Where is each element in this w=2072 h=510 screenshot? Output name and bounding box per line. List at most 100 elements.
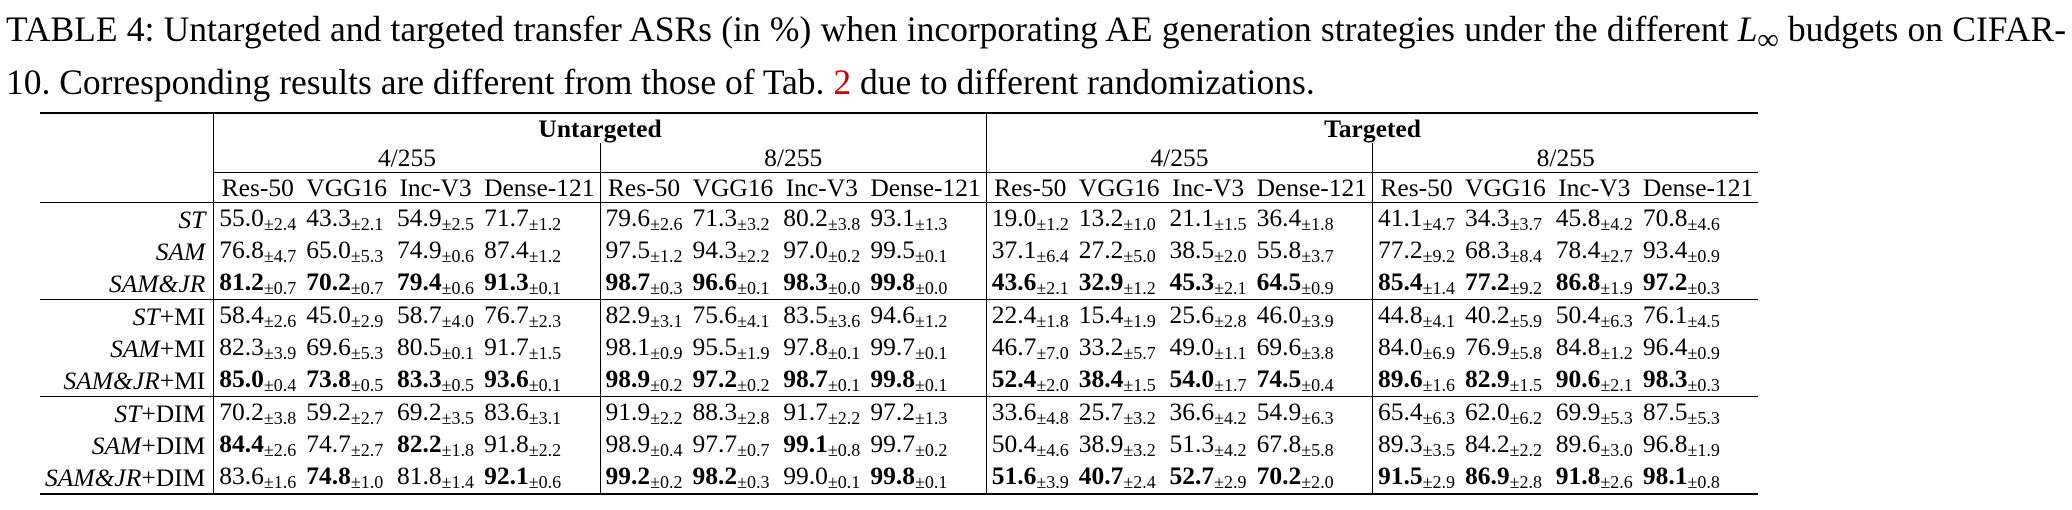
- cell-std: ±2.4: [1123, 472, 1156, 492]
- cell-std: ±0.8: [1687, 472, 1720, 492]
- table-cell: 71.3±3.2: [687, 202, 779, 235]
- table-cell: 95.5±1.9: [688, 332, 779, 364]
- cell-value: 68.3: [1465, 235, 1510, 264]
- cell-value: 69.6: [306, 332, 351, 361]
- cell-std: ±0.2: [650, 375, 683, 395]
- cell-value: 89.6: [1378, 364, 1423, 393]
- table-cell: 78.4±2.7: [1551, 235, 1638, 267]
- method-label: SAM&JR: [40, 267, 214, 300]
- table-cell: 99.8±0.1: [865, 461, 987, 495]
- cell-std: ±1.0: [1123, 214, 1156, 234]
- cell-value: 59.2: [306, 397, 351, 426]
- cell-value: 38.9: [1078, 429, 1124, 458]
- cell-std: ±0.9: [1687, 246, 1720, 266]
- method-base: SAM: [110, 333, 160, 363]
- cell-std: ±3.8: [263, 408, 297, 428]
- cell-value: 75.6: [692, 300, 738, 329]
- table-cell: 98.3±0.0: [778, 267, 865, 300]
- table-cell: 58.4±2.6: [213, 299, 302, 332]
- table-cell: 83.6±3.1: [479, 396, 601, 429]
- group-header-targeted: Targeted: [985, 112, 1759, 143]
- cell-value: 96.6: [692, 267, 738, 296]
- caption-text-1: Untargeted and targeted transfer ASRs (i…: [154, 9, 1738, 49]
- table-row: SAM&JR+DIM 83.6±1.6 74.8±1.0 81.8±1.4 92.1±0…: [40, 461, 1759, 495]
- table-cell: 70.2±3.8: [213, 396, 302, 429]
- table-cell: 46.0±3.9: [1251, 299, 1373, 332]
- cell-value: 69.2: [397, 397, 442, 426]
- method-label: SAM: [40, 235, 214, 267]
- cell-std: ±0.6: [441, 246, 475, 266]
- cell-value: 80.5: [397, 332, 442, 361]
- cell-value: 33.6: [991, 397, 1037, 426]
- cell-value: 58.7: [397, 300, 442, 329]
- cell-std: ±6.4: [1036, 246, 1069, 266]
- table-cell: 99.0±0.1: [778, 461, 866, 495]
- cell-std: ±0.0: [914, 278, 948, 298]
- method-label: SAM&JR+MI: [40, 364, 214, 397]
- table-row: SAM&JR 81.2±0.7 70.2±0.7 79.4±0.6 91.3±0.1 98…: [40, 267, 1758, 300]
- cell-value: 93.4: [1642, 235, 1688, 264]
- cell-std: ±3.6: [827, 311, 861, 331]
- table-cell: 64.5±0.9: [1252, 267, 1373, 300]
- table-cell: 40.2±5.9: [1460, 299, 1551, 332]
- cell-value: 82.9: [1465, 364, 1510, 393]
- method-suffix: +DIM: [141, 430, 206, 460]
- cell-value: 70.2: [1256, 461, 1302, 490]
- cell-value: 87.5: [1642, 397, 1688, 426]
- cell-std: ±2.1: [350, 214, 384, 234]
- cell-std: ±3.2: [1123, 440, 1156, 460]
- table-cell: 36.6±4.2: [1164, 396, 1252, 429]
- cell-value: 13.2: [1078, 203, 1124, 232]
- table-cell: 98.1±0.9: [599, 332, 688, 364]
- cell-value: 83.5: [783, 300, 828, 329]
- cell-value: 88.3: [692, 397, 738, 426]
- cell-value: 67.8: [1256, 429, 1302, 458]
- table-cell: 27.2±5.0: [1074, 235, 1165, 267]
- caption-text-2: budgets on CIFAR-10. Corresponding resul…: [6, 9, 2067, 103]
- cell-std: ±2.3: [528, 311, 562, 331]
- cell-value: 33.2: [1078, 332, 1124, 361]
- cell-std: ±1.0: [350, 472, 384, 492]
- cell-std: ±2.6: [263, 440, 297, 460]
- table-cell: 49.0±1.1: [1165, 332, 1252, 364]
- table-cell: 54.0±1.7: [1165, 364, 1252, 397]
- cell-value: 50.4: [991, 429, 1037, 458]
- cell-std: ±2.0: [1036, 375, 1069, 395]
- corner-cell: [40, 143, 214, 173]
- cell-std: ±1.9: [1687, 440, 1720, 460]
- cell-value: 22.4: [991, 300, 1037, 329]
- cell-value: 54.9: [1256, 397, 1302, 426]
- cell-value: 44.8: [1378, 300, 1423, 329]
- table-cell: 41.1±4.7: [1372, 202, 1461, 235]
- cell-std: ±5.7: [1123, 343, 1156, 363]
- results-table-wrapper: Untargeted Targeted 4/255 8/255 4/255 8/…: [40, 112, 2072, 495]
- table-cell: 70.2±2.0: [1251, 461, 1373, 495]
- cell-std: ±4.1: [1422, 311, 1456, 331]
- method-label: SAM+MI: [40, 332, 214, 364]
- cell-value: 93.1: [870, 203, 915, 232]
- column-header-model: Inc-V3: [785, 173, 858, 202]
- cell-value: 41.1: [1378, 203, 1423, 232]
- table-cell: 88.3±2.8: [687, 396, 779, 429]
- budget-header: 4/255: [985, 143, 1373, 173]
- cell-value: 98.2: [692, 461, 738, 490]
- cell-value: 74.9: [397, 235, 442, 264]
- cell-value: 65.4: [1378, 397, 1423, 426]
- cell-std: ±1.8: [1301, 214, 1334, 234]
- cell-std: ±2.6: [650, 214, 683, 234]
- cell-value: 71.7: [484, 203, 529, 232]
- cell-value: 94.3: [692, 235, 738, 264]
- cell-std: ±1.2: [1600, 343, 1633, 363]
- table-cell: 33.6±4.8: [985, 396, 1074, 429]
- table-cell: 38.9±3.2: [1074, 429, 1165, 461]
- caption-table-ref-link[interactable]: 2: [833, 62, 852, 103]
- cell-std: ±3.1: [650, 311, 683, 331]
- cell-value: 55.8: [1256, 235, 1302, 264]
- table-cell: 82.3±3.9: [213, 332, 302, 364]
- table-cell: 99.2±0.2: [599, 461, 688, 495]
- cell-std: ±5.8: [1301, 440, 1334, 460]
- method-label: ST+DIM: [40, 396, 214, 429]
- method-label: ST+MI: [40, 299, 214, 332]
- cell-std: ±0.5: [350, 375, 384, 395]
- cell-value: 98.9: [605, 429, 651, 458]
